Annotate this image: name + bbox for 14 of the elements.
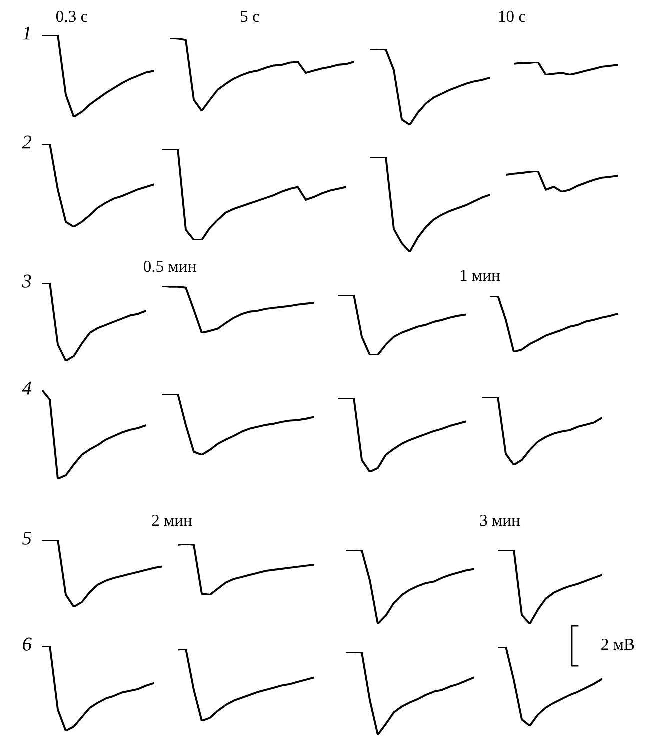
text: 0.3 с: [56, 10, 88, 22]
y-axis-title: 6: [23, 638, 32, 651]
y-axis-title: 3: [22, 274, 32, 288]
text: 10 с: [499, 10, 526, 22]
y-axis-title: 1: [22, 26, 30, 40]
text: 2 мин: [152, 514, 192, 526]
text: 1 мин: [461, 270, 500, 282]
y-axis-title: 4: [22, 382, 32, 395]
annotation: 2 мВ: [602, 638, 634, 650]
text: 3 мин: [480, 514, 520, 526]
text: 0.5 мин: [144, 260, 196, 272]
text: 5 с: [241, 11, 260, 22]
y-axis-title: 5: [22, 532, 32, 545]
y-axis-title: 2: [22, 136, 32, 149]
